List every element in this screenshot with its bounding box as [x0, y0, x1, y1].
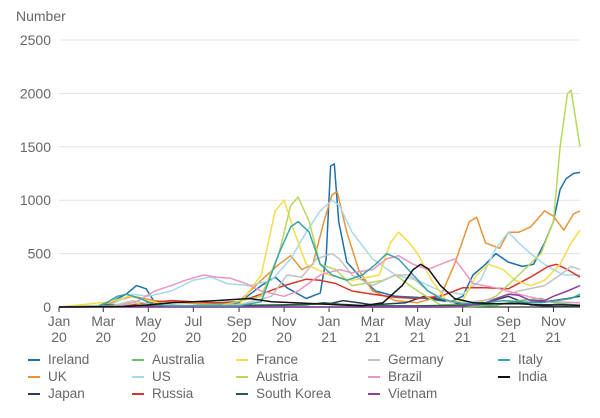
legend-label: Japan: [48, 386, 85, 401]
legend-label: France: [256, 352, 299, 367]
x-tick-label: 21: [546, 329, 562, 345]
legend-label: Germany: [388, 352, 444, 367]
legend-label: Brazil: [388, 369, 422, 384]
legend-label: Ireland: [48, 352, 90, 367]
x-tick-label: 21: [410, 329, 426, 345]
legend-item-italy[interactable]: Italy: [498, 352, 543, 367]
series-line-brazil: [58, 254, 581, 308]
legend-swatch: [132, 358, 144, 361]
y-axis-label: Number: [16, 8, 66, 24]
legend-swatch: [368, 392, 380, 395]
x-tick-label: Nov: [272, 313, 297, 329]
legend-swatch: [368, 375, 380, 378]
legend-label: US: [152, 369, 171, 384]
series-line-ireland: [58, 163, 581, 308]
legend-item-south-korea[interactable]: South Korea: [236, 386, 331, 401]
series-lines: [58, 89, 581, 308]
legend-item-brazil[interactable]: Brazil: [368, 369, 422, 384]
x-tick-label: 21: [365, 329, 381, 345]
x-tick-label: Mar: [91, 313, 115, 329]
x-tick-label: Nov: [541, 313, 566, 329]
series-line-us: [58, 199, 580, 308]
legend-label: UK: [48, 369, 67, 384]
legend-swatch: [28, 358, 40, 361]
series-line-uk: [58, 190, 581, 308]
x-tick-label: 20: [186, 329, 202, 345]
x-tick-label: Jan: [48, 313, 71, 329]
y-tick-label: 2500: [20, 32, 51, 48]
y-axis-ticks: 0 500 1000 1500 2000 2500: [20, 32, 51, 315]
legend-label: Russia: [152, 386, 194, 401]
series-line-italy: [58, 220, 581, 308]
y-tick-label: 1000: [20, 192, 51, 208]
legend-swatch: [28, 375, 40, 378]
legend-swatch: [132, 375, 144, 378]
legend-item-vietnam[interactable]: Vietnam: [368, 386, 437, 401]
legend-swatch: [236, 375, 248, 378]
x-tick-label: 21: [321, 329, 337, 345]
legend-swatch: [236, 358, 248, 361]
y-tick-label: 0: [43, 299, 51, 315]
legend-label: Austria: [256, 369, 299, 384]
legend-item-germany[interactable]: Germany: [368, 352, 444, 367]
legend-label: Vietnam: [388, 386, 438, 401]
x-axis-ticks: Jan20Mar20May20Jul20Sep20Nov20Jan21Mar21…: [48, 307, 566, 345]
legend-swatch: [368, 358, 380, 361]
y-tick-label: 500: [28, 246, 52, 262]
x-tick-label: 21: [455, 329, 471, 345]
x-tick-label: 20: [276, 329, 292, 345]
series-line-austria: [58, 89, 581, 308]
legend-item-us[interactable]: US: [132, 369, 171, 384]
x-tick-label: 20: [231, 329, 247, 345]
x-tick-label: May: [135, 313, 161, 329]
legend-item-australia[interactable]: Australia: [132, 352, 205, 367]
x-tick-label: 20: [141, 329, 157, 345]
series-line-india: [58, 263, 581, 308]
legend-label: Australia: [152, 352, 205, 367]
legend-label: India: [518, 369, 548, 384]
x-tick-label: Jul: [454, 313, 472, 329]
legend-swatch: [28, 392, 40, 395]
x-tick-label: Sep: [496, 313, 521, 329]
legend-label: South Korea: [256, 386, 332, 401]
legend-item-russia[interactable]: Russia: [132, 386, 193, 401]
legend-item-uk[interactable]: UK: [28, 369, 67, 384]
grid-lines: [59, 39, 580, 308]
series-line-vietnam: [59, 284, 581, 308]
legend-swatch: [132, 392, 144, 395]
x-tick-label: 20: [95, 329, 111, 345]
legend-label: Italy: [518, 352, 543, 367]
legend-item-ireland[interactable]: Ireland: [28, 352, 89, 367]
legend-swatch: [498, 375, 510, 378]
x-tick-label: Mar: [361, 313, 385, 329]
legend-item-france[interactable]: France: [236, 352, 298, 367]
legend-item-japan[interactable]: Japan: [28, 386, 85, 401]
x-tick-label: Jul: [184, 313, 202, 329]
x-tick-label: May: [404, 313, 430, 329]
legend-item-austria[interactable]: Austria: [236, 369, 298, 384]
legend-swatch: [498, 358, 510, 361]
legend-swatch: [236, 392, 248, 395]
y-tick-label: 2000: [20, 85, 51, 101]
y-tick-label: 1500: [20, 139, 51, 155]
x-tick-label: 21: [501, 329, 517, 345]
x-tick-label: Jan: [318, 313, 341, 329]
x-tick-label: 20: [51, 329, 67, 345]
x-tick-label: Sep: [227, 313, 252, 329]
legend-item-india[interactable]: India: [498, 369, 547, 384]
